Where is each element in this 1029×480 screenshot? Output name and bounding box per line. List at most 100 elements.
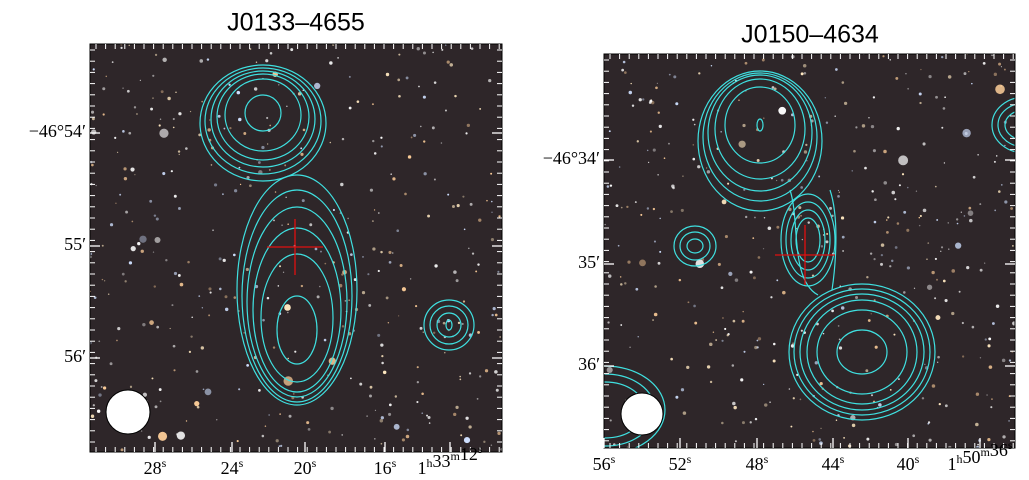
star — [898, 378, 900, 380]
star — [175, 91, 177, 93]
star — [178, 150, 180, 152]
star — [214, 183, 217, 186]
star — [207, 128, 210, 131]
y-tick-label: −46°54′ — [29, 121, 86, 141]
star — [203, 388, 205, 390]
star — [330, 407, 333, 410]
star — [499, 336, 501, 338]
star — [152, 75, 154, 77]
star — [801, 72, 804, 75]
star — [608, 274, 611, 277]
star — [808, 221, 810, 223]
star — [694, 322, 697, 325]
star — [210, 292, 212, 294]
star — [842, 250, 844, 252]
star — [610, 184, 612, 186]
star — [187, 261, 190, 264]
star — [895, 246, 898, 249]
star — [764, 403, 767, 406]
star — [368, 304, 371, 307]
star — [345, 300, 347, 302]
star — [727, 183, 729, 185]
star — [347, 218, 349, 220]
star — [812, 431, 814, 433]
star — [177, 431, 185, 439]
star — [340, 183, 343, 186]
x-tick-label: 16s — [374, 456, 397, 478]
star — [380, 137, 382, 139]
star — [1004, 145, 1006, 147]
star — [115, 203, 116, 204]
star — [233, 254, 236, 257]
star — [234, 189, 237, 192]
star — [919, 225, 920, 226]
star — [497, 271, 499, 273]
star — [669, 74, 671, 76]
star — [359, 383, 362, 386]
star — [104, 280, 105, 281]
star — [415, 305, 417, 307]
star — [624, 282, 626, 284]
star — [801, 330, 803, 332]
star — [739, 141, 746, 148]
star — [868, 319, 871, 322]
star — [378, 212, 380, 214]
star — [267, 297, 270, 300]
sky-image — [89, 44, 504, 452]
star — [697, 165, 700, 168]
star — [776, 226, 779, 229]
star — [408, 155, 411, 158]
star — [380, 251, 382, 253]
star — [497, 432, 500, 435]
star — [813, 439, 816, 442]
star — [968, 207, 971, 210]
star — [265, 425, 266, 426]
star — [995, 84, 1005, 94]
star — [441, 142, 443, 144]
star — [1009, 359, 1011, 361]
star — [742, 311, 743, 312]
star — [170, 328, 171, 329]
star — [278, 84, 279, 85]
star — [123, 167, 126, 170]
star — [237, 91, 241, 95]
star — [948, 75, 952, 79]
star — [903, 291, 906, 294]
star — [369, 395, 372, 398]
star — [97, 410, 100, 413]
star — [912, 434, 915, 437]
star — [410, 278, 411, 279]
tick-number: 12 — [460, 444, 478, 464]
star — [269, 169, 271, 171]
star — [758, 256, 761, 259]
star — [1012, 321, 1016, 325]
star — [607, 185, 610, 188]
star — [317, 295, 320, 298]
star — [841, 306, 844, 309]
star — [934, 297, 936, 299]
star — [256, 62, 257, 63]
star — [881, 254, 883, 256]
star — [432, 52, 434, 54]
star — [455, 406, 458, 409]
star — [831, 309, 834, 312]
star — [852, 424, 855, 427]
star — [931, 271, 934, 274]
star — [834, 116, 835, 117]
star — [781, 179, 784, 182]
star — [713, 332, 714, 333]
star — [488, 79, 491, 82]
star — [196, 370, 199, 373]
star — [91, 129, 96, 134]
star — [116, 340, 118, 342]
star — [266, 117, 268, 119]
star — [423, 140, 425, 142]
star — [349, 107, 352, 110]
star — [883, 150, 887, 154]
star — [159, 388, 162, 391]
star — [348, 299, 350, 301]
star — [907, 187, 909, 189]
star — [357, 100, 360, 103]
star — [341, 434, 342, 435]
star — [743, 351, 745, 353]
